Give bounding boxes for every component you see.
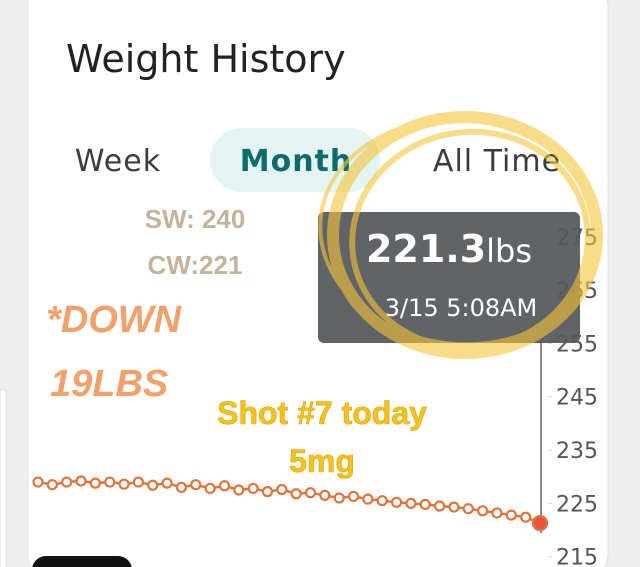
point — [347, 490, 360, 503]
points — [32, 475, 549, 532]
title: Weight History — [66, 37, 346, 81]
point — [233, 484, 245, 496]
point — [118, 478, 130, 490]
point — [204, 482, 216, 495]
point — [276, 483, 288, 496]
scribble — [318, 111, 603, 359]
tooltip-unit: lbs — [486, 232, 532, 270]
point — [405, 497, 417, 509]
point — [132, 476, 144, 488]
current-weight: CW:221 — [148, 250, 243, 280]
down-note: 19LBS — [50, 363, 168, 405]
tooltip-value: 221.3lbs — [366, 227, 532, 271]
point — [505, 509, 517, 521]
point — [32, 476, 44, 488]
tab: Month — [240, 144, 353, 179]
point — [434, 500, 446, 512]
point — [89, 477, 101, 489]
point — [362, 493, 374, 505]
selected-point — [531, 514, 549, 532]
point — [520, 511, 532, 523]
point — [147, 479, 159, 491]
point — [319, 489, 331, 501]
shot-note: Shot #7 today — [217, 395, 427, 431]
point — [290, 488, 302, 500]
point — [75, 475, 87, 487]
point — [419, 498, 431, 511]
tab: Week — [75, 144, 161, 179]
down-note: *DOWN — [46, 299, 183, 341]
scribble-ring — [327, 111, 603, 359]
tooltip-date: 3/15 5:08AM — [385, 294, 538, 322]
scribble-ring — [318, 117, 602, 347]
y-tick-label: 235 — [556, 439, 598, 464]
point — [462, 503, 474, 515]
point — [218, 480, 231, 492]
point — [390, 496, 403, 508]
point — [247, 482, 259, 495]
y-tick-label: 245 — [556, 386, 598, 411]
tooltip-number: 221.3 — [366, 227, 486, 271]
point — [304, 487, 317, 499]
shot-note: 5mg — [289, 443, 355, 479]
y-tick-label: 225 — [556, 492, 598, 517]
side-panel — [0, 389, 7, 567]
tooltip — [318, 212, 580, 343]
point — [190, 479, 202, 491]
start-weight: SW: 240 — [145, 204, 246, 234]
scribble-ring — [349, 128, 591, 352]
point — [477, 505, 489, 517]
point — [261, 486, 274, 498]
point — [448, 501, 460, 513]
point — [61, 476, 73, 488]
point — [46, 479, 58, 491]
point — [161, 477, 173, 489]
y-tick-label: 215 — [556, 546, 598, 567]
point — [491, 507, 503, 519]
button[interactable] — [32, 556, 132, 567]
point — [104, 476, 116, 488]
point — [333, 492, 345, 504]
point — [376, 495, 388, 507]
point — [175, 481, 188, 493]
